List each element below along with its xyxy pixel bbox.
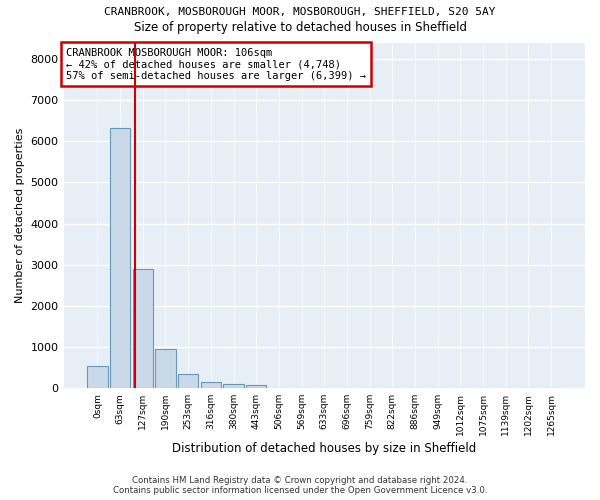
Text: Size of property relative to detached houses in Sheffield: Size of property relative to detached ho…	[133, 21, 467, 34]
Text: CRANBROOK, MOSBOROUGH MOOR, MOSBOROUGH, SHEFFIELD, S20 5AY: CRANBROOK, MOSBOROUGH MOOR, MOSBOROUGH, …	[104, 8, 496, 18]
Bar	[200, 382, 221, 388]
Bar	[223, 384, 244, 388]
Text: CRANBROOK MOSBOROUGH MOOR: 106sqm
← 42% of detached houses are smaller (4,748)
5: CRANBROOK MOSBOROUGH MOOR: 106sqm ← 42% …	[66, 48, 366, 81]
Bar	[246, 385, 266, 388]
Bar	[87, 366, 107, 388]
X-axis label: Distribution of detached houses by size in Sheffield: Distribution of detached houses by size …	[172, 442, 476, 455]
Bar	[178, 374, 199, 388]
Bar	[155, 349, 176, 388]
Bar	[110, 128, 130, 388]
Bar	[133, 269, 153, 388]
Text: Contains HM Land Registry data © Crown copyright and database right 2024.
Contai: Contains HM Land Registry data © Crown c…	[113, 476, 487, 495]
Y-axis label: Number of detached properties: Number of detached properties	[15, 128, 25, 303]
